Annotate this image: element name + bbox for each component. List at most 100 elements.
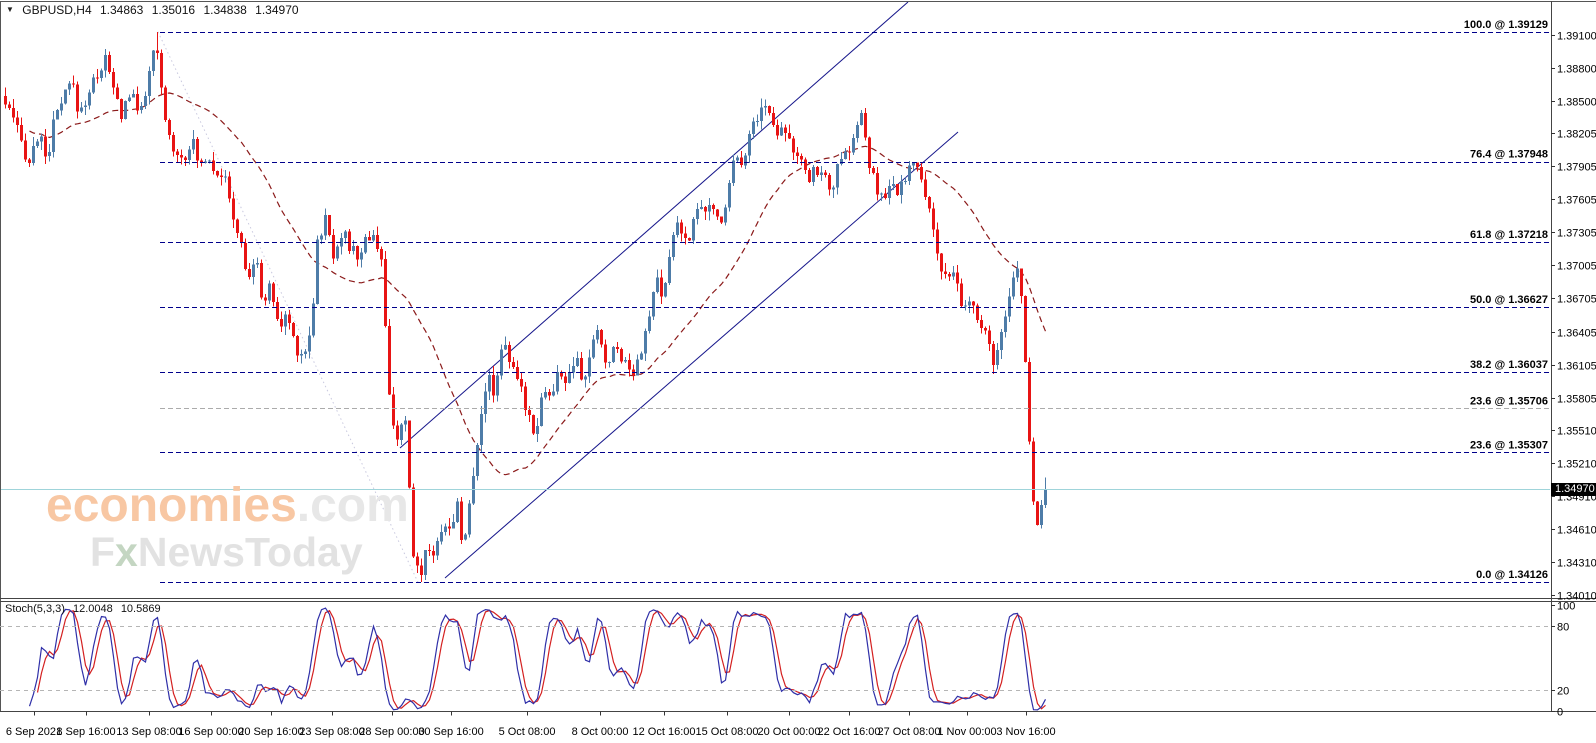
candle-body (780, 127, 783, 136)
candle-body (572, 365, 575, 373)
candle-body (964, 305, 967, 307)
candle-body (892, 184, 895, 186)
candle-body (956, 272, 959, 284)
time-axis-label: 28 Sep 00:00 (359, 726, 424, 738)
candle-body (712, 205, 715, 210)
candle-body (932, 208, 935, 230)
candle-body (568, 372, 571, 383)
candle-body (812, 166, 815, 183)
candle-body (900, 181, 903, 196)
candle-body (660, 277, 663, 297)
candle-body (1028, 362, 1031, 442)
candle-body (612, 347, 615, 362)
candle-body (228, 176, 231, 199)
candle-body (176, 151, 179, 155)
candle-body (864, 113, 867, 138)
candle-body (592, 339, 595, 358)
candle-body (788, 132, 791, 139)
candle-body (316, 239, 319, 304)
candle-body (232, 198, 235, 220)
candle-body (360, 252, 363, 260)
candle-body (904, 180, 907, 182)
candle-body (928, 197, 931, 209)
candle-body (292, 322, 295, 336)
candle-body (804, 159, 807, 170)
price-axis-label: 1.39100 (1557, 31, 1596, 43)
stoch-pane (28, 607, 1047, 711)
candle-body (248, 268, 251, 278)
candle-body (792, 138, 795, 153)
candle-body (104, 55, 107, 71)
candle-body (44, 136, 47, 157)
price-axis-label: 1.34310 (1557, 558, 1596, 570)
candle-body (368, 237, 371, 241)
candle-body (36, 141, 39, 146)
price-axis-label: 1.36705 (1557, 294, 1596, 306)
candle-body (124, 100, 127, 120)
candle-body (464, 534, 467, 540)
candle-body (588, 357, 591, 377)
candle-body (680, 222, 683, 234)
fib-level-label: 38.2 @ 1.36037 (1470, 359, 1548, 371)
candle-body (272, 283, 275, 302)
candle-body (600, 330, 603, 345)
candle-body (356, 245, 359, 260)
candle-body (976, 305, 979, 320)
candle-body (512, 362, 515, 367)
candle-body (644, 331, 647, 354)
candle-body (484, 391, 487, 415)
candle-body (128, 97, 131, 101)
candle-body (656, 277, 659, 293)
candle-body (920, 167, 923, 180)
candle-body (304, 351, 307, 354)
candle-body (180, 154, 183, 158)
candle-body (412, 487, 415, 557)
candle-body (844, 151, 847, 160)
close-value: 1.34970 (255, 3, 299, 17)
candle-body (1020, 268, 1023, 297)
candle-body (192, 138, 195, 150)
candle-body (652, 292, 655, 317)
time-axis-label: 22 Oct 16:00 (818, 726, 881, 738)
candle-body (164, 87, 167, 120)
candle-body (284, 314, 287, 327)
candle-body (696, 209, 699, 219)
candle-body (640, 353, 643, 360)
candle-body (328, 214, 331, 236)
candle-body (896, 184, 899, 196)
time-axis-label: 8 Oct 00:00 (572, 726, 629, 738)
candle-body (308, 335, 311, 352)
fib-level-label: 50.0 @ 1.36627 (1470, 294, 1548, 306)
candle-body (200, 160, 203, 163)
candle-body (468, 503, 471, 535)
candle-body (988, 330, 991, 345)
stoch-k-value: 12.0048 (72, 603, 113, 615)
candle-body (672, 234, 675, 257)
candle-body (28, 159, 31, 163)
candle-body (760, 107, 763, 121)
candle-body (52, 119, 55, 152)
candle-body (552, 391, 555, 396)
candle-body (668, 256, 671, 283)
candle-body (336, 246, 339, 259)
candle-body (340, 238, 343, 247)
candle-body (324, 214, 327, 236)
candle-body (808, 170, 811, 183)
candle-body (408, 420, 411, 488)
candle-body (80, 107, 83, 112)
candle-body (608, 362, 611, 363)
chart-dropdown-icon[interactable]: ▼ (6, 5, 14, 14)
candle-body (496, 375, 499, 396)
stoch-main-line (28, 607, 1047, 711)
price-axis-label: 1.37905 (1557, 162, 1596, 174)
candle-body (120, 99, 123, 120)
stoch-axis-label: 100 (1557, 601, 1575, 613)
candle-body (196, 138, 199, 161)
stoch-axis-label: 0 (1557, 707, 1563, 719)
watermark-brand: economies.com (46, 479, 409, 532)
candle-body (424, 550, 427, 575)
fib-level-label: 61.8 @ 1.37218 (1470, 229, 1548, 241)
candle-body (40, 136, 43, 142)
time-axis-label: 5 Oct 08:00 (499, 726, 556, 738)
